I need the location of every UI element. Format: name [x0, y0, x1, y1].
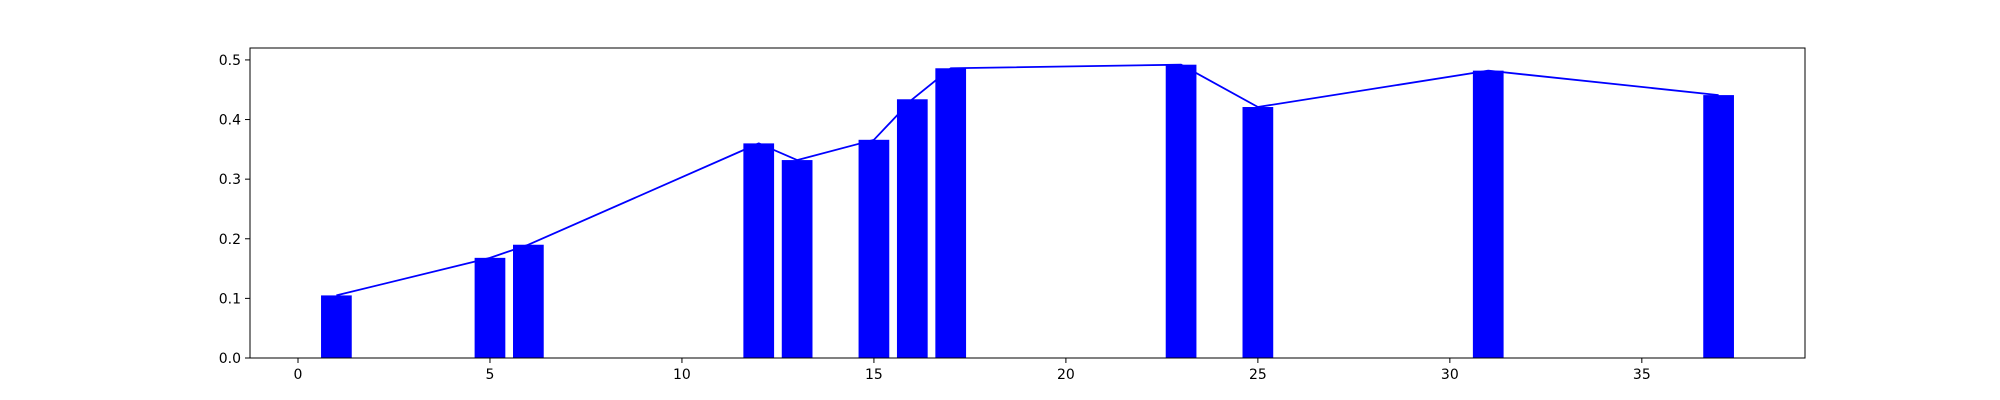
- bar-17: [935, 68, 967, 359]
- x-tick-label-15: 15: [865, 367, 883, 383]
- bar-16: [896, 99, 928, 359]
- bar-37: [1703, 95, 1734, 358]
- x-tick-label-20: 20: [1057, 367, 1075, 383]
- bar-23: [1165, 64, 1197, 358]
- series-line: [336, 63, 1719, 297]
- x-axis: 0 5 10 15 20 25 30 35: [294, 358, 1651, 383]
- y-tick-label-5: 0.5: [219, 53, 241, 69]
- y-tick-label-0: 0.0: [219, 351, 241, 367]
- bar-31: [1472, 70, 1504, 359]
- x-tick-label-25: 25: [1249, 367, 1267, 383]
- y-axis: 0.0 0.1 0.2 0.3 0.4 0.5: [219, 53, 250, 367]
- x-tick-label-5: 5: [486, 367, 495, 383]
- bar-6: [513, 244, 544, 358]
- x-tick-label-0: 0: [294, 367, 303, 383]
- bars-layer: [321, 64, 1734, 359]
- y-tick-label-1: 0.1: [219, 291, 241, 307]
- bar-15: [858, 139, 890, 358]
- bar-25: [1242, 107, 1274, 359]
- x-tick-label-30: 30: [1441, 367, 1459, 383]
- x-tick-label-35: 35: [1633, 367, 1651, 383]
- plot-frame: [249, 47, 1806, 359]
- bar-5: [474, 257, 506, 358]
- x-tick-label-10: 10: [673, 367, 691, 383]
- line-layer: [336, 63, 1719, 297]
- y-tick-label-3: 0.3: [219, 172, 241, 188]
- bar-13: [781, 160, 813, 358]
- y-tick-label-2: 0.2: [219, 232, 241, 248]
- y-tick-label-4: 0.4: [219, 113, 241, 129]
- bar-1: [321, 295, 352, 358]
- bar-12: [743, 143, 775, 358]
